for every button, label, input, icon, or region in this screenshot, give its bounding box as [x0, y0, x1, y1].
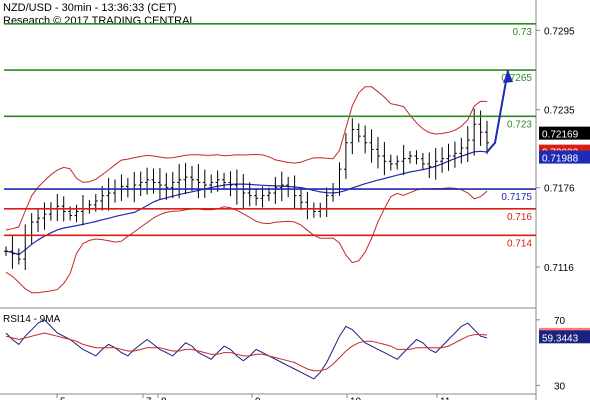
- x-tick-label: 9: [255, 396, 261, 400]
- x-tick-label: 5: [60, 396, 66, 400]
- forecast-arrow-line: [486, 69, 509, 153]
- y-tick-label: 0.7295: [544, 26, 575, 37]
- rsi-series-line: [5, 319, 488, 380]
- rsi-value-label: 59.3443: [542, 333, 579, 344]
- y-tick-label: 0.7235: [544, 106, 575, 117]
- price-tag-label: 0.72169: [542, 130, 579, 141]
- x-tick-label: 7: [146, 396, 152, 400]
- x-tick-label: 10: [350, 396, 362, 400]
- x-tick-label: 8: [161, 396, 167, 400]
- price-tag: [539, 126, 590, 140]
- rsi-value-tag: [539, 330, 590, 344]
- rsi-tick-label: 30: [554, 381, 566, 392]
- level-label: 0.73: [513, 27, 533, 38]
- moving-average: [5, 150, 488, 256]
- rsi-series-line: [5, 332, 488, 372]
- level-label: 0.7175: [501, 192, 532, 203]
- price-tag: [539, 150, 590, 164]
- level-label: 0.723: [507, 119, 532, 130]
- y-tick-label: 0.7176: [544, 184, 575, 195]
- level-label: 0.7265: [501, 73, 532, 84]
- header-title: NZD/USD - 30min - 13:36:33 (CET): [3, 2, 177, 14]
- bollinger-upper: [5, 86, 488, 231]
- forecast-arrow-head: [503, 70, 513, 84]
- rsi-title: RSI14 - 9MA: [3, 314, 61, 325]
- bollinger-lower: [5, 187, 488, 294]
- rsi-tick-label: 70: [554, 316, 566, 327]
- price-tag-label: 0.71988: [542, 154, 579, 165]
- level-label: 0.716: [507, 212, 532, 223]
- y-tick-label: 0.7116: [544, 263, 574, 274]
- x-tick-label: 11: [440, 396, 451, 400]
- level-label: 0.714: [507, 238, 532, 249]
